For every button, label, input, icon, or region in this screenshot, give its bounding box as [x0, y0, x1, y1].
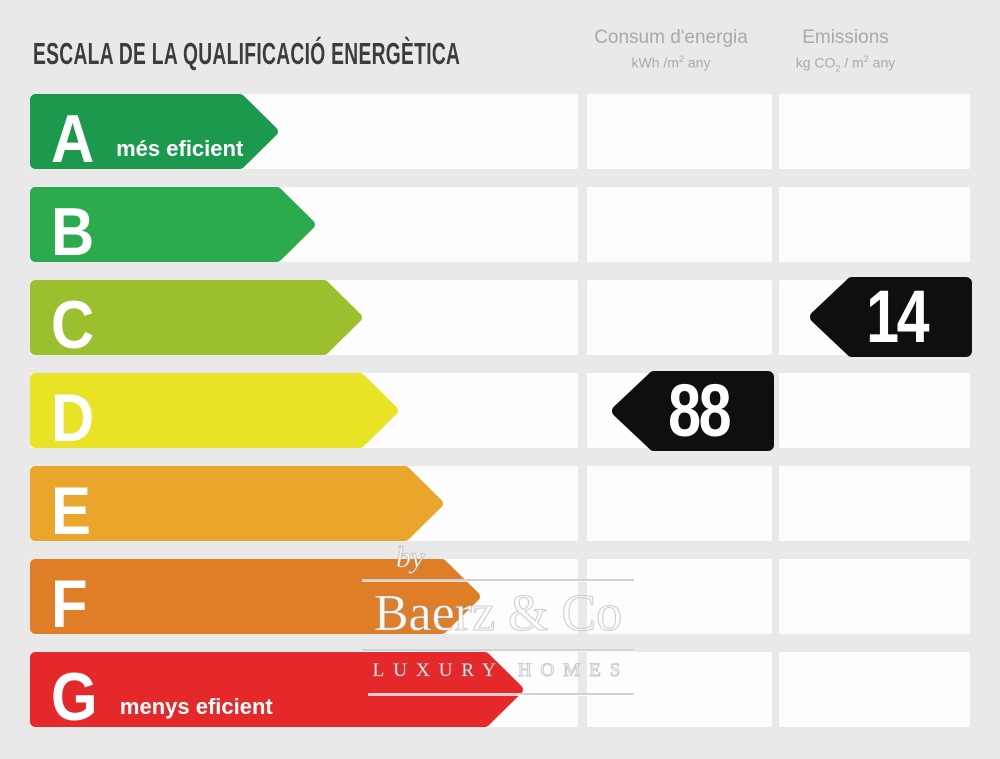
- rating-text-f: F: [30, 559, 93, 642]
- scale-row-g: G menys eficient: [0, 652, 1000, 735]
- emissions-value: 14: [866, 275, 929, 358]
- rating-letter: A: [51, 101, 95, 177]
- emissions-cell: [779, 187, 970, 262]
- emissions-cell: [779, 94, 970, 169]
- emissions-value-indicator: 14: [810, 277, 972, 357]
- watermark-brand-name: Baerz & Co: [373, 585, 623, 643]
- consum-value-indicator: 88: [612, 371, 774, 451]
- emissions-indicator-arrow-icon: [810, 277, 972, 357]
- consum-value: 88: [668, 369, 731, 452]
- scale-row-d: D: [0, 373, 1000, 456]
- consum-cell: [587, 559, 772, 634]
- consum-indicator-arrow-icon: [612, 371, 774, 451]
- rating-arrow-g: [30, 652, 523, 727]
- scale-row-f: F: [0, 559, 1000, 642]
- scale-row-b: B: [0, 187, 1000, 270]
- rating-letter: F: [51, 566, 88, 642]
- watermark-logo: by Baerz & Co LUXURY HOMES: [352, 541, 644, 695]
- rating-arrow-e: [30, 466, 443, 541]
- consum-column-title: Consum d'energia: [594, 27, 748, 48]
- rating-letter: G: [51, 659, 98, 735]
- rating-text-c: C: [30, 280, 100, 363]
- rating-arrow-b: [30, 187, 315, 262]
- scale-row-a: A més eficient: [0, 94, 1000, 177]
- consum-cell: [587, 652, 772, 727]
- rating-letter: B: [51, 194, 95, 270]
- consum-cell: [587, 94, 772, 169]
- consum-column-header: Consum d'energia kWh /m2 any: [578, 27, 764, 71]
- watermark-divider: [362, 649, 634, 651]
- emissions-cell: [779, 466, 970, 541]
- rating-text-e: E: [30, 466, 96, 549]
- consum-cell: [587, 466, 772, 541]
- emissions-cell: [779, 373, 970, 448]
- rating-text-d: D: [30, 373, 100, 456]
- scale-row-e: E: [0, 466, 1000, 549]
- watermark-by: by: [396, 541, 425, 574]
- rating-text-a: A més eficient: [30, 94, 244, 177]
- rating-note: menys eficient: [119, 694, 273, 719]
- rating-note: més eficient: [116, 136, 244, 161]
- watermark-divider: [362, 579, 634, 581]
- rating-arrow-d: [30, 373, 398, 448]
- emissions-column-header: Emissions kg CO2 / m2 any: [750, 27, 941, 74]
- emissions-cell: [779, 559, 970, 634]
- rating-arrow-c: [30, 280, 362, 355]
- watermark-tagline: LUXURY HOMES: [352, 660, 644, 695]
- watermark-divider: [368, 693, 634, 695]
- consum-cell: [587, 187, 772, 262]
- emissions-cell: [779, 652, 970, 727]
- rating-arrow-a: [30, 94, 278, 169]
- rating-letter: D: [51, 380, 95, 456]
- consum-column-unit: kWh /m2 any: [631, 53, 711, 71]
- rating-letter: C: [51, 287, 95, 363]
- consum-cell: [587, 280, 772, 355]
- rating-letter: E: [51, 473, 91, 549]
- emissions-column-title: Emissions: [802, 27, 889, 48]
- rating-text-b: B: [30, 187, 100, 270]
- emissions-column-unit: kg CO2 / m2 any: [795, 53, 896, 74]
- scale-row-c: C: [0, 280, 1000, 363]
- rating-text-g: G menys eficient: [30, 652, 273, 735]
- page-title: ESCALA DE LA QUALIFICACIÓ ENERGÈTICA: [33, 36, 461, 71]
